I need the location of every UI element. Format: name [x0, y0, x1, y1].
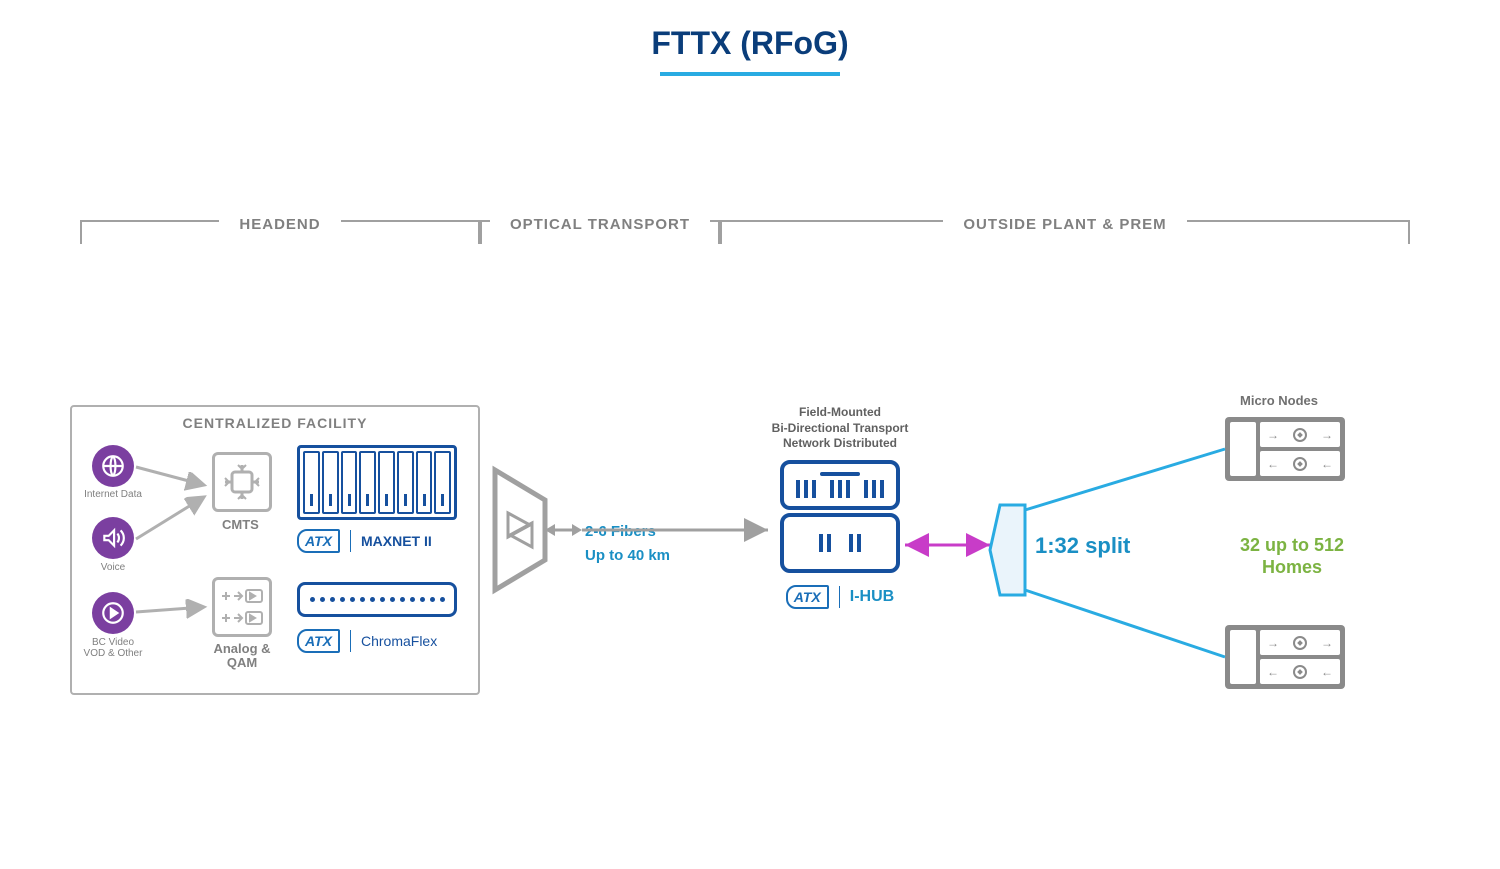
chroma-name: ChromaFlex — [361, 633, 437, 649]
micro-node-bottom: →→ ←← — [1225, 625, 1345, 689]
centralized-facility-box: CENTRALIZED FACILITY Internet Data Voice… — [70, 405, 480, 695]
qam-box — [212, 577, 272, 637]
section-label-headend: HEADEND — [219, 216, 340, 233]
cmts-label: CMTS — [222, 517, 259, 532]
maxnet-rack — [297, 445, 457, 520]
maxnet-name: MAXNET II — [361, 533, 432, 549]
qam-label: Analog & QAM — [207, 642, 277, 671]
maxnet-brand-row: ATX MAXNET II — [297, 529, 432, 553]
title-underline — [660, 72, 840, 76]
ihub-brand-row: ATX I-HUB — [760, 585, 920, 609]
chroma-brand-row: ATX ChromaFlex — [297, 629, 437, 653]
fiber-line1: 2-6 Fibers — [585, 520, 725, 544]
micro-nodes-title: Micro Nodes — [1240, 393, 1318, 408]
fiber-line2: Up to 40 km — [585, 544, 725, 568]
ihub-title-l2: Bi-Directional Transport — [760, 421, 920, 437]
homes-l2: Homes — [1222, 557, 1362, 579]
video-label: BC Video VOD & Other — [83, 637, 143, 659]
internal-arrows — [134, 457, 214, 627]
facility-title: CENTRALIZED FACILITY — [72, 415, 478, 431]
ihub-block: Field-Mounted Bi-Directional Transport N… — [760, 405, 920, 609]
internet-icon — [92, 445, 134, 487]
ihub-title-l1: Field-Mounted — [760, 405, 920, 421]
atx-logo: ATX — [297, 629, 340, 653]
ihub-name: I-HUB — [850, 588, 894, 606]
section-bar: HEADEND OPTICAL TRANSPORT OUTSIDE PLANT … — [80, 220, 1410, 244]
section-label-outside: OUTSIDE PLANT & PREM — [943, 216, 1186, 233]
homes-label: 32 up to 512 Homes — [1222, 535, 1362, 578]
homes-l1: 32 up to 512 — [1222, 535, 1362, 557]
atx-logo: ATX — [297, 529, 340, 553]
fiber-label: 2-6 Fibers Up to 40 km — [585, 520, 725, 568]
ihub-title-l3: Network Distributed — [760, 436, 920, 452]
section-outside: OUTSIDE PLANT & PREM — [720, 220, 1410, 244]
chroma-rack — [297, 582, 457, 617]
ihub-title: Field-Mounted Bi-Directional Transport N… — [760, 405, 920, 452]
ihub-device-icon — [780, 460, 900, 573]
voice-icon — [92, 517, 134, 559]
amplifier-icon — [490, 465, 560, 600]
section-headend: HEADEND — [80, 220, 480, 244]
cmts-box — [212, 452, 272, 512]
page-title: FTTX (RFoG) — [0, 25, 1500, 62]
splitter-label: 1:32 split — [1035, 533, 1130, 559]
section-transport: OPTICAL TRANSPORT — [480, 220, 720, 244]
atx-logo: ATX — [786, 585, 829, 609]
video-icon — [92, 592, 134, 634]
micro-node-top: →→ ←← — [1225, 417, 1345, 481]
section-label-transport: OPTICAL TRANSPORT — [490, 216, 710, 233]
